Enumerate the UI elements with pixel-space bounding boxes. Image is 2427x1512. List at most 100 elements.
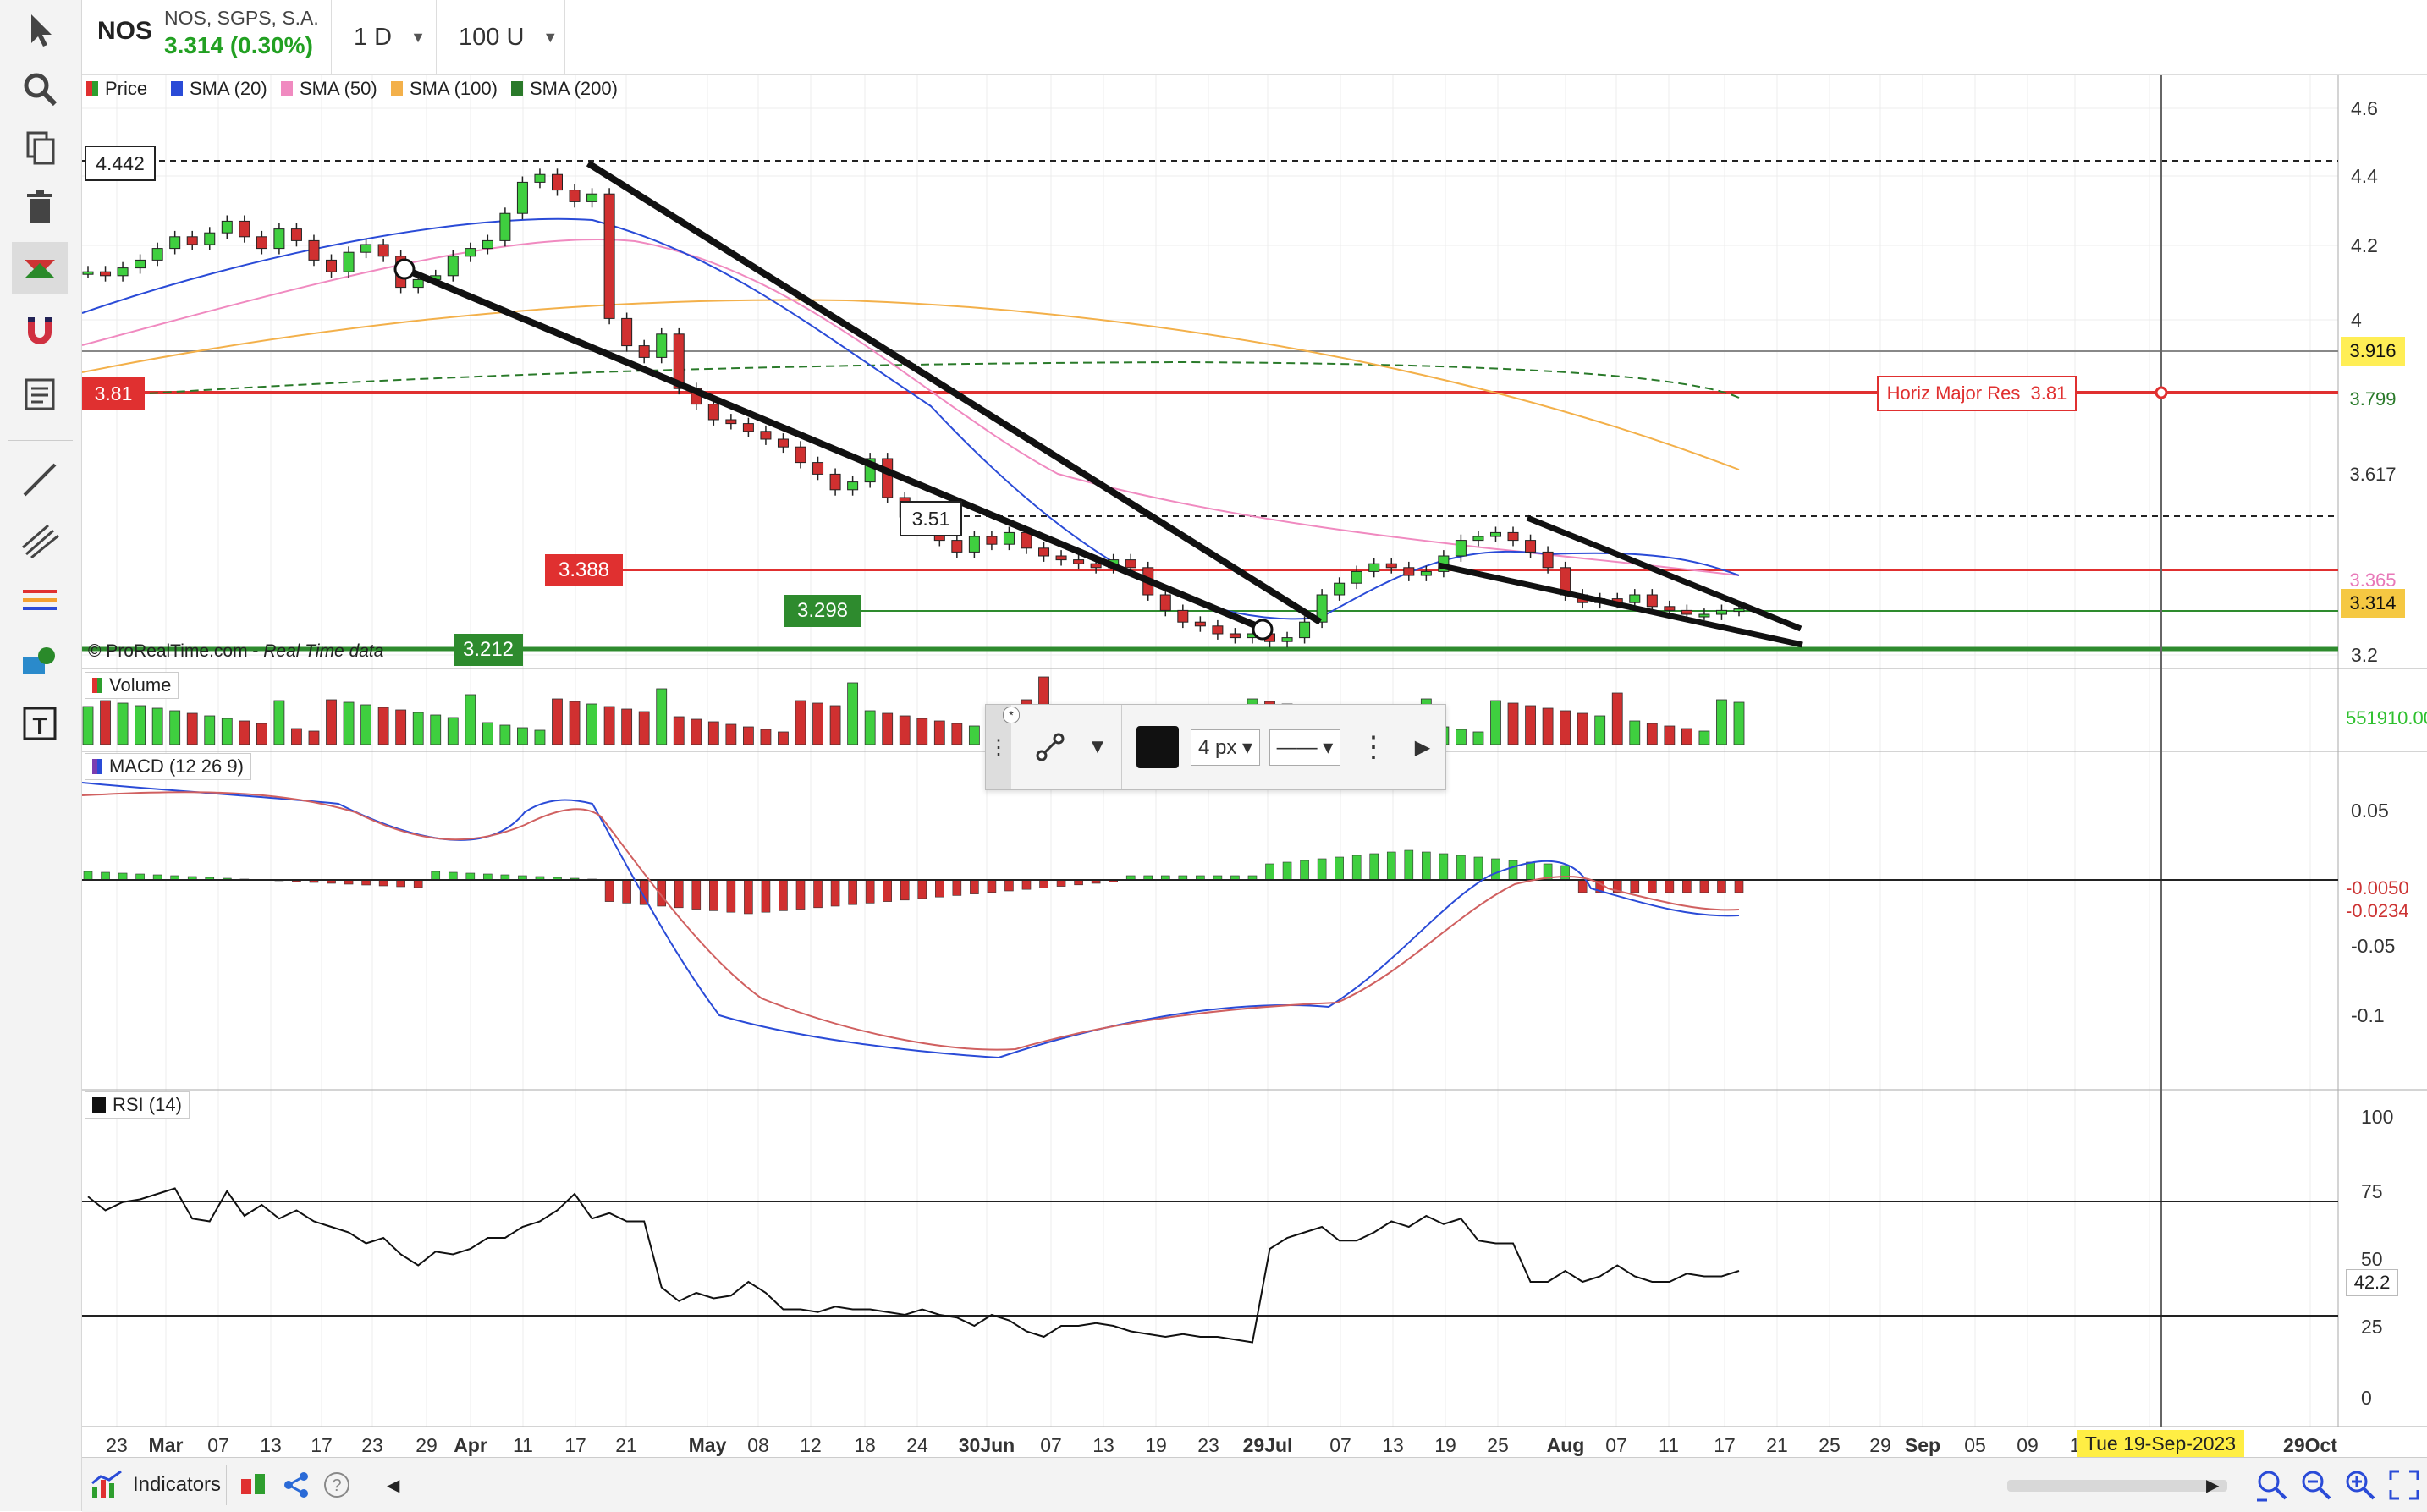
candle bbox=[986, 531, 998, 551]
x-tick-label: 12 bbox=[800, 1434, 822, 1456]
zoom-fit-icon[interactable] bbox=[2255, 1468, 2289, 1502]
dash-style-select[interactable]: —— ▾ bbox=[1267, 705, 1343, 789]
realtime-label: Real Time data bbox=[263, 641, 384, 661]
macd-histogram-bar bbox=[83, 871, 93, 881]
volume-bar bbox=[447, 717, 459, 745]
volume-bar bbox=[864, 710, 876, 745]
volume-bar bbox=[638, 711, 650, 745]
volume-bar bbox=[586, 703, 597, 745]
scroll-right-icon[interactable]: ▶ bbox=[2206, 1476, 2220, 1495]
x-tick-label: May bbox=[689, 1434, 727, 1456]
x-tick-label: 11 bbox=[513, 1434, 533, 1456]
macd-histogram-bar bbox=[396, 879, 405, 888]
level-label-3388[interactable]: 3.388 bbox=[545, 554, 623, 586]
fibonacci-tool-icon[interactable] bbox=[12, 575, 68, 628]
color-swatch[interactable] bbox=[1128, 705, 1187, 789]
chevron-down-icon[interactable]: ▼ bbox=[1087, 735, 1108, 758]
candle bbox=[256, 230, 267, 255]
magnet-icon[interactable] bbox=[12, 305, 68, 357]
legend-item[interactable]: SMA (50) bbox=[281, 76, 377, 102]
trash-icon[interactable] bbox=[12, 181, 68, 234]
macd-histogram-bar bbox=[1439, 853, 1449, 881]
volume-bar bbox=[552, 698, 563, 745]
sma-200-line bbox=[81, 360, 1740, 399]
symbol-ticker[interactable]: NOS bbox=[97, 17, 153, 45]
volume-bar bbox=[1664, 725, 1676, 745]
candle bbox=[169, 230, 181, 255]
volume-bar bbox=[795, 700, 806, 745]
chevron-down-icon: ▼ bbox=[410, 28, 426, 46]
shapes-tool-icon[interactable] bbox=[12, 636, 68, 689]
candle bbox=[100, 266, 112, 282]
macd-panel-label[interactable]: MACD (12 26 9) bbox=[85, 753, 251, 780]
legend-item[interactable]: SMA (20) bbox=[171, 76, 267, 102]
macd-histogram-bar bbox=[1265, 863, 1274, 881]
candle bbox=[847, 476, 859, 496]
candle bbox=[1351, 565, 1362, 590]
horiz-major-res-annotation[interactable]: Horiz Major Res 3.81 bbox=[1877, 376, 2077, 411]
copy-icon[interactable] bbox=[12, 122, 68, 174]
legend-swatch bbox=[281, 81, 293, 96]
macd-histogram-bar bbox=[604, 879, 614, 902]
macd-signal-line bbox=[81, 791, 1740, 1051]
help-icon[interactable]: ? bbox=[322, 1468, 351, 1502]
notes-list-icon[interactable] bbox=[12, 367, 68, 420]
time-scrollbar[interactable] bbox=[2007, 1480, 2227, 1492]
chart-style-icon[interactable] bbox=[12, 242, 68, 294]
macd-histogram-bar bbox=[848, 879, 857, 905]
candle bbox=[1542, 546, 1554, 574]
level-label-4442[interactable]: 4.442 bbox=[85, 146, 156, 181]
macd-histogram-bar bbox=[1682, 879, 1692, 893]
legend-swatch bbox=[511, 81, 523, 96]
candle bbox=[221, 215, 233, 239]
compare-icon[interactable] bbox=[239, 1468, 268, 1502]
scroll-left-icon[interactable]: ◀ bbox=[387, 1476, 400, 1495]
candle bbox=[1003, 526, 1015, 551]
macd-axis-tick: -0.05 bbox=[2351, 935, 2395, 957]
candle bbox=[1368, 558, 1380, 578]
pin-icon[interactable]: * bbox=[1003, 707, 1020, 723]
chevron-right-icon[interactable]: ▶ bbox=[1414, 735, 1431, 759]
candle bbox=[1177, 604, 1189, 629]
units-select[interactable]: 100 U ▼ bbox=[436, 0, 573, 74]
volume-bar bbox=[1507, 702, 1519, 745]
legend-item[interactable]: SMA (200) bbox=[511, 76, 618, 102]
x-tick-label: 07 bbox=[207, 1434, 229, 1456]
volume-bar bbox=[430, 714, 442, 745]
level-label-3212[interactable]: 3.212 bbox=[454, 634, 523, 666]
indicators-button[interactable]: Indicators bbox=[91, 1468, 221, 1502]
line-style-icon[interactable] bbox=[1016, 705, 1084, 789]
line-tool-icon[interactable] bbox=[12, 454, 68, 506]
candle bbox=[725, 414, 737, 430]
fullscreen-icon[interactable] bbox=[2387, 1468, 2421, 1502]
channel-tool-icon[interactable] bbox=[12, 513, 68, 565]
line-width-select[interactable]: 4 px ▾ bbox=[1187, 705, 1263, 789]
more-options-icon[interactable]: ⋮ bbox=[1359, 731, 1388, 763]
x-tick-label: 07 bbox=[1605, 1434, 1627, 1456]
footer-toolbar: Indicators ? ◀ ▶ bbox=[82, 1457, 2427, 1512]
legend-item[interactable]: SMA (100) bbox=[391, 76, 498, 102]
text-tool-icon[interactable]: T bbox=[12, 697, 68, 750]
x-tick-label: 30Jun bbox=[959, 1434, 1015, 1456]
level-label-351[interactable]: 3.51 bbox=[900, 501, 962, 536]
x-tick-label: Sep bbox=[1905, 1434, 1940, 1456]
volume-bar bbox=[291, 728, 302, 745]
volume-panel-label[interactable]: Volume bbox=[85, 672, 179, 699]
volume-bar bbox=[1577, 712, 1588, 745]
level-label-381[interactable]: 3.81 bbox=[82, 377, 145, 410]
share-icon[interactable] bbox=[282, 1468, 311, 1502]
zoom-out-icon[interactable] bbox=[2299, 1468, 2333, 1502]
timeframe-select[interactable]: 1 D ▼ bbox=[331, 0, 445, 74]
volume-bar bbox=[273, 700, 285, 745]
volume-bar bbox=[847, 682, 859, 745]
level-label-3298[interactable]: 3.298 bbox=[784, 595, 861, 627]
rsi-panel-label[interactable]: RSI (14) bbox=[85, 1091, 190, 1119]
zoom-in-icon[interactable] bbox=[2343, 1468, 2377, 1502]
chevron-down-icon: ▼ bbox=[542, 28, 559, 46]
zoom-magnifier-icon[interactable] bbox=[12, 63, 68, 115]
legend-label: SMA (50) bbox=[300, 78, 377, 99]
cursor-arrow-icon[interactable] bbox=[12, 3, 68, 56]
candle bbox=[742, 417, 754, 437]
legend-item[interactable]: Price bbox=[86, 76, 147, 102]
